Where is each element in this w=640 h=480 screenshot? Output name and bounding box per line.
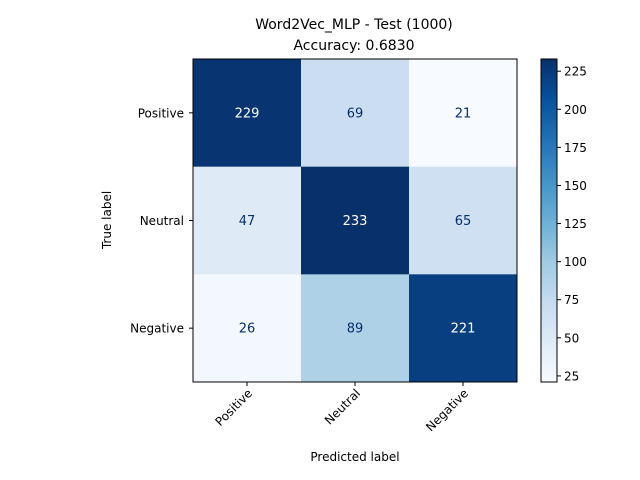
colorbar — [540, 58, 558, 383]
y-axis-label: True label — [100, 191, 114, 250]
colorbar-ticks: 25 50 75 100 125 150 175 200 225 — [557, 65, 587, 383]
x-tick-label: Positive — [213, 386, 256, 429]
y-tick-label: Negative — [130, 322, 184, 336]
colorbar-tick-label: 175 — [564, 141, 587, 155]
x-tick-label: Negative — [423, 386, 471, 434]
y-tick-label: Neutral — [140, 214, 184, 228]
heatmap-cell — [301, 166, 410, 275]
colorbar-tick-label: 125 — [564, 217, 587, 231]
colorbar-tick-label: 50 — [564, 331, 579, 345]
colorbar-tick-label: 225 — [564, 65, 587, 79]
heatmap-cell — [193, 166, 302, 275]
cell-value-label: 233 — [343, 214, 368, 229]
x-tick-label: Neutral — [322, 386, 363, 427]
heatmap-cell — [409, 59, 518, 168]
y-tick-label: Positive — [138, 106, 184, 120]
heatmap-cell — [301, 59, 410, 168]
colorbar-tick-label: 25 — [564, 369, 579, 383]
chart-title-line1: Word2Vec_MLP - Test (1000) — [255, 17, 453, 33]
heatmap-cell — [409, 274, 518, 383]
colorbar-tick-label: 200 — [564, 103, 587, 117]
cell-value-label: 229 — [235, 106, 260, 121]
heatmap-cells: 229 69 21 47 233 65 26 89 221 — [193, 59, 518, 383]
heatmap-cell — [301, 274, 410, 383]
colorbar-tick-label: 150 — [564, 179, 587, 193]
cell-value-label: 21 — [455, 106, 472, 121]
cell-value-label: 47 — [239, 214, 256, 229]
x-axis-label: Predicted label — [310, 450, 399, 464]
cell-value-label: 26 — [239, 322, 256, 337]
cell-value-label: 221 — [451, 322, 476, 337]
colorbar-tick-label: 75 — [564, 293, 579, 307]
heatmap-cell — [409, 166, 518, 275]
x-axis-ticks: Positive Neutral Negative — [213, 382, 471, 434]
cell-value-label: 89 — [347, 322, 364, 337]
heatmap-cell — [193, 274, 302, 383]
chart-title-line2: Accuracy: 0.6830 — [293, 38, 414, 54]
y-axis-ticks: Positive Neutral Negative — [130, 106, 193, 336]
colorbar-tick-label: 100 — [564, 255, 587, 269]
cell-value-label: 65 — [455, 214, 472, 229]
cell-value-label: 69 — [347, 106, 364, 121]
heatmap-cell — [193, 59, 302, 168]
